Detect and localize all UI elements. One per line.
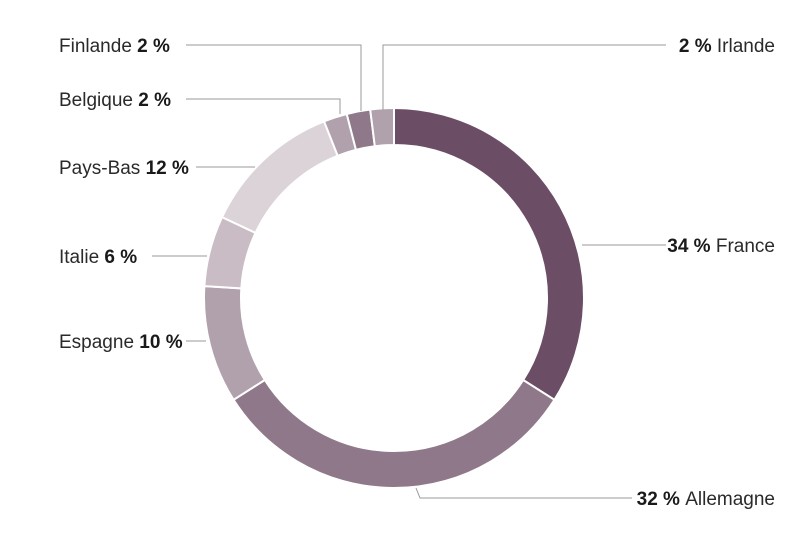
- label-name-finlande: Finlande: [59, 36, 132, 57]
- label-value-pays-bas: 12 %: [146, 158, 189, 179]
- slice-espagne: [203, 285, 267, 402]
- label-finlande: Finlande 2 %: [59, 36, 170, 57]
- label-name-france: France: [716, 236, 775, 257]
- label-value-belgique: 2 %: [138, 90, 171, 111]
- leader-line-irlande: [382, 44, 666, 110]
- label-value-espagne: 10 %: [139, 332, 182, 353]
- label-name-pays-bas: Pays-Bas: [59, 158, 140, 179]
- slice-pays-bas: [220, 120, 339, 235]
- slice-allemagne: [232, 378, 556, 489]
- label-value-irlande: 2 %: [679, 36, 712, 57]
- label-name-italie: Italie: [59, 247, 99, 268]
- chart-leader-lines: [152, 44, 666, 499]
- label-name-belgique: Belgique: [59, 90, 133, 111]
- label-espagne: Espagne 10 %: [59, 332, 183, 353]
- chart-slices: [203, 106, 585, 489]
- label-belgique: Belgique 2 %: [59, 90, 171, 111]
- label-irlande: 2 % Irlande: [679, 36, 775, 57]
- label-france: 34 % France: [667, 236, 775, 257]
- slice-irlande: [369, 106, 395, 148]
- label-value-finlande: 2 %: [137, 36, 170, 57]
- leader-line-finlande: [186, 44, 362, 111]
- label-name-espagne: Espagne: [59, 332, 134, 353]
- label-italie: Italie 6 %: [59, 247, 137, 268]
- leader-line-belgique: [186, 98, 341, 114]
- label-value-allemagne: 32 %: [637, 489, 680, 510]
- label-name-allemagne: Allemagne: [685, 489, 775, 510]
- label-pays-bas: Pays-Bas 12 %: [59, 158, 189, 179]
- leader-line-allemagne: [415, 487, 632, 499]
- slice-france: [393, 106, 585, 402]
- label-name-irlande: Irlande: [717, 36, 775, 57]
- label-allemagne: 32 % Allemagne: [637, 489, 775, 510]
- label-value-france: 34 %: [667, 236, 710, 257]
- label-value-italie: 6 %: [104, 247, 137, 268]
- chart-labels: 34 % France 32 % Allemagne Espagne 10 % Ita…: [59, 36, 775, 510]
